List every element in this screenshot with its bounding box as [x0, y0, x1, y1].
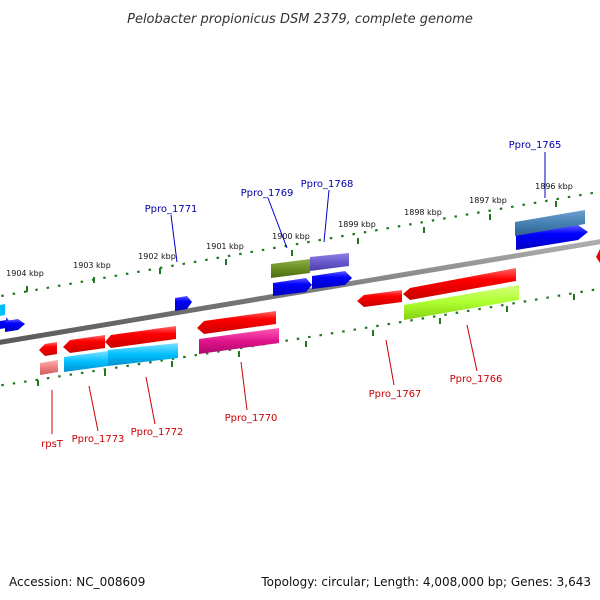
tick-label: 1902 kbp [138, 252, 176, 261]
gene-arrow[interactable] [63, 335, 105, 353]
feature-bar[interactable] [108, 343, 178, 366]
gene-labels: Ppro_1765 Ppro_1766 Ppro_1767 Ppro_1768 … [41, 140, 561, 450]
gene-label-rpst[interactable]: rpsT [41, 439, 64, 450]
gene-label-ppro-1766[interactable]: Ppro_1766 [450, 374, 503, 385]
gene-arrow[interactable] [5, 319, 25, 332]
gene-label-ppro-1772[interactable]: Ppro_1772 [131, 427, 184, 438]
gene-arrow[interactable] [39, 342, 57, 356]
gene-label-ppro-1773[interactable]: Ppro_1773 [72, 434, 125, 445]
feature-bar[interactable] [404, 285, 519, 320]
feature-bar[interactable] [271, 259, 310, 278]
tick-label: 1896 kbp [535, 182, 573, 191]
gene-label-ppro-1770[interactable]: Ppro_1770 [225, 413, 278, 424]
forward-features [271, 210, 585, 278]
feature-bar[interactable] [199, 328, 279, 354]
tick-label: 1901 kbp [206, 242, 244, 251]
gene-arrow[interactable] [516, 225, 588, 250]
tick-label: 1899 kbp [338, 220, 376, 229]
gene-label-ppro-1765[interactable]: Ppro_1765 [509, 140, 562, 151]
gene-arrow[interactable] [0, 304, 5, 316]
gene-arrow[interactable] [357, 290, 402, 307]
tick-labels: 1904 kbp 1903 kbp 1902 kbp 1901 kbp 1900… [6, 182, 573, 278]
topology-text: Topology: circular; Length: 4,008,000 bp… [261, 575, 591, 589]
inner-major-ticks [37, 294, 575, 386]
accession-text: Accession: NC_008609 [9, 575, 146, 589]
gene-arrow[interactable] [403, 268, 516, 300]
feature-bar[interactable] [64, 351, 108, 372]
feature-bar[interactable] [40, 360, 58, 375]
forward-leader-lines [170, 152, 546, 263]
gene-arrow[interactable] [197, 311, 276, 334]
forward-genes [0, 225, 600, 332]
feature-bar[interactable] [515, 210, 585, 236]
tick-label: 1903 kbp [73, 261, 111, 270]
gene-arrow[interactable] [105, 326, 176, 348]
gene-arrow[interactable] [312, 271, 352, 289]
reverse-leader-lines [51, 324, 478, 434]
gene-label-ppro-1768[interactable]: Ppro_1768 [301, 179, 354, 190]
reverse-features [40, 285, 519, 375]
inner-tick-track [0, 287, 600, 387]
tick-label: 1904 kbp [6, 269, 44, 278]
tick-label: 1898 kbp [404, 208, 442, 217]
tick-label: 1900 kbp [272, 232, 310, 241]
feature-bar[interactable] [310, 253, 349, 271]
map-title: Pelobacter propionicus DSM 2379, complet… [127, 12, 473, 27]
gene-label-ppro-1771[interactable]: Ppro_1771 [145, 204, 198, 215]
gene-label-ppro-1769[interactable]: Ppro_1769 [241, 188, 294, 199]
outer-major-ticks [26, 201, 557, 292]
gene-label-ppro-1767[interactable]: Ppro_1767 [369, 389, 422, 400]
outer-tick-track [0, 190, 600, 298]
gene-arrow[interactable] [175, 296, 192, 311]
gene-arrow[interactable] [596, 249, 600, 263]
gene-arrow[interactable] [273, 278, 312, 296]
tick-label: 1897 kbp [469, 196, 507, 205]
reverse-genes [39, 268, 516, 356]
